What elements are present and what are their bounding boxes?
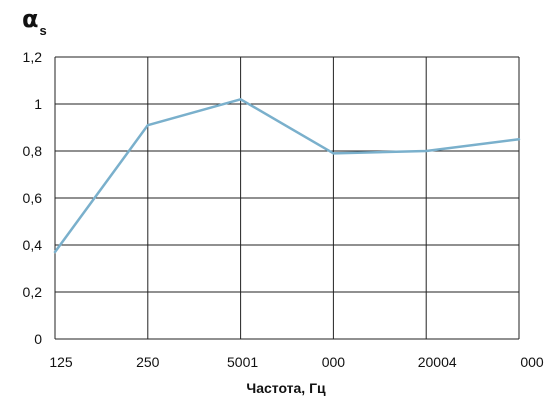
x-tick-label: 5001 [227, 354, 258, 370]
x-tick-label: 250 [136, 354, 160, 370]
y-tick-label: 1 [34, 96, 42, 112]
y-tick-label: 0,8 [23, 143, 43, 159]
x-tick-label: 000 [322, 354, 346, 370]
x-tick-label: 20004 [418, 354, 457, 370]
y-tick-label: 0,2 [23, 284, 43, 300]
grid [54, 56, 520, 340]
x-axis-label: Частота, Гц [246, 380, 326, 396]
y-tick-label: 0,4 [23, 237, 43, 253]
x-tick-label: 125 [49, 354, 73, 370]
y-tick-label: 1,2 [23, 49, 43, 65]
y-tick-label: 0 [34, 331, 42, 347]
x-tick-labels: 125 250 5001 000 20004 000 [49, 354, 544, 370]
y-tick-labels: 0 0,2 0,4 0,6 0,8 1 1,2 [23, 49, 43, 347]
y-tick-label: 0,6 [23, 190, 43, 206]
x-tick-label: 000 [520, 354, 544, 370]
y-axis-label: αs [22, 5, 47, 38]
series-line [53, 98, 521, 254]
series-layer [53, 98, 521, 254]
